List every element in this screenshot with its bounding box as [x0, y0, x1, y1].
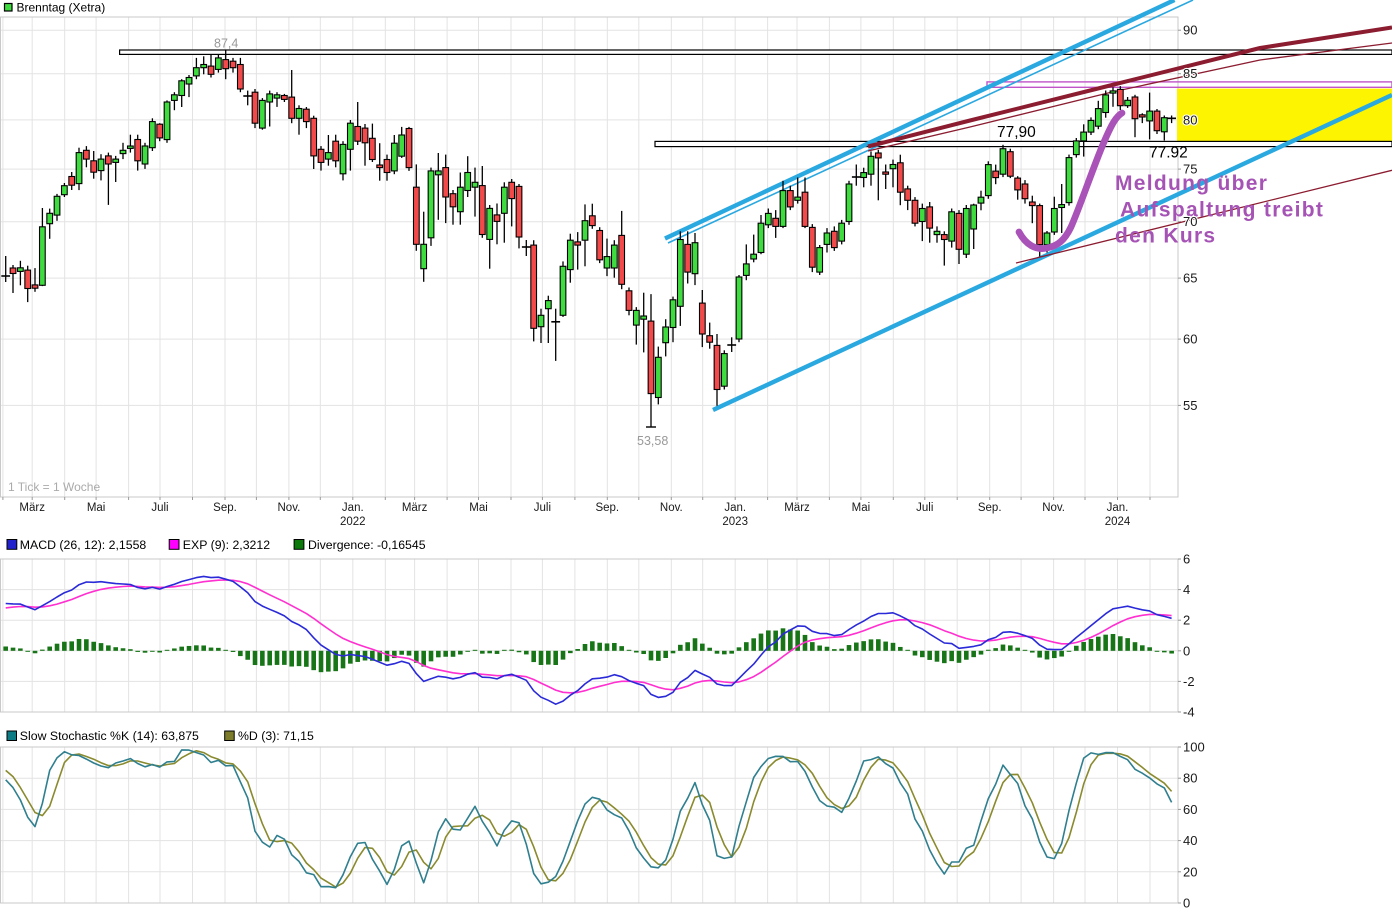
svg-text:Meldung über: Meldung über — [1115, 172, 1268, 195]
svg-text:Sep.: Sep. — [595, 502, 619, 514]
svg-text:70: 70 — [1183, 214, 1197, 229]
svg-text:Mai: Mai — [469, 502, 488, 514]
svg-text:87,4: 87,4 — [214, 37, 238, 51]
svg-text:März: März — [19, 502, 45, 514]
svg-text:2024: 2024 — [1105, 516, 1131, 528]
svg-text:Aufspaltung treibt: Aufspaltung treibt — [1120, 199, 1324, 222]
svg-text:Juli: Juli — [151, 502, 168, 514]
svg-text:20: 20 — [1183, 864, 1197, 879]
svg-text:Jan.: Jan. — [1107, 502, 1129, 514]
svg-text:77.92: 77.92 — [1149, 145, 1188, 162]
svg-text:Jan.: Jan. — [724, 502, 746, 514]
svg-text:60: 60 — [1183, 332, 1197, 347]
svg-text:Slow Stochastic %K (14): 63,87: Slow Stochastic %K (14): 63,875 — [20, 729, 199, 743]
svg-text:Sep.: Sep. — [213, 502, 237, 514]
svg-text:-2: -2 — [1183, 674, 1195, 689]
svg-text:6: 6 — [1183, 552, 1190, 567]
svg-text:Juli: Juli — [534, 502, 551, 514]
svg-text:-4: -4 — [1183, 705, 1195, 720]
svg-text:Nov.: Nov. — [278, 502, 301, 514]
svg-text:März: März — [402, 502, 428, 514]
svg-text:4: 4 — [1183, 582, 1190, 597]
svg-text:0: 0 — [1183, 643, 1190, 658]
svg-text:2: 2 — [1183, 613, 1190, 628]
svg-text:53,58: 53,58 — [637, 434, 668, 448]
svg-text:0: 0 — [1183, 896, 1190, 911]
svg-text:EXP (9): 2,3212: EXP (9): 2,3212 — [183, 538, 270, 552]
svg-text:%D (3): 71,15: %D (3): 71,15 — [238, 729, 314, 743]
svg-text:90: 90 — [1183, 23, 1197, 38]
svg-text:77,90: 77,90 — [997, 124, 1036, 141]
svg-text:Brenntag (Xetra): Brenntag (Xetra) — [17, 1, 106, 15]
svg-text:Mai: Mai — [87, 502, 106, 514]
svg-text:65: 65 — [1183, 271, 1197, 286]
svg-text:2022: 2022 — [340, 516, 366, 528]
svg-text:75: 75 — [1183, 162, 1197, 177]
svg-text:40: 40 — [1183, 833, 1197, 848]
svg-text:1 Tick = 1 Woche: 1 Tick = 1 Woche — [8, 480, 100, 494]
svg-text:80: 80 — [1183, 771, 1197, 786]
svg-text:Nov.: Nov. — [1042, 502, 1065, 514]
svg-text:100: 100 — [1183, 740, 1205, 755]
svg-text:55: 55 — [1183, 398, 1197, 413]
svg-text:MACD (26, 12): 2,1558: MACD (26, 12): 2,1558 — [20, 538, 147, 552]
svg-text:Mai: Mai — [852, 502, 871, 514]
svg-text:2023: 2023 — [722, 516, 748, 528]
svg-text:Juli: Juli — [916, 502, 933, 514]
svg-text:Sep.: Sep. — [978, 502, 1002, 514]
svg-text:März: März — [784, 502, 810, 514]
svg-text:Jan.: Jan. — [342, 502, 364, 514]
svg-text:Nov.: Nov. — [660, 502, 683, 514]
svg-text:Divergence: -0,16545: Divergence: -0,16545 — [308, 538, 426, 552]
svg-text:80: 80 — [1183, 112, 1197, 127]
svg-text:85: 85 — [1183, 66, 1197, 81]
svg-text:den Kurs: den Kurs — [1115, 225, 1216, 248]
svg-text:60: 60 — [1183, 802, 1197, 817]
